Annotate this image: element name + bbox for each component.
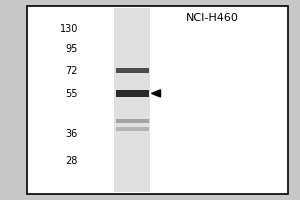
- Bar: [116, 68, 148, 73]
- Text: NCI-H460: NCI-H460: [186, 13, 239, 23]
- Bar: [114, 8, 150, 192]
- Text: 36: 36: [66, 129, 78, 139]
- Text: 130: 130: [60, 24, 78, 34]
- Text: 55: 55: [65, 89, 78, 99]
- Bar: [116, 127, 148, 131]
- Bar: [27, 6, 288, 194]
- Text: 95: 95: [66, 44, 78, 54]
- Polygon shape: [152, 90, 160, 97]
- Text: 72: 72: [65, 66, 78, 76]
- Bar: [116, 90, 148, 97]
- Bar: [116, 119, 148, 123]
- Text: 28: 28: [66, 156, 78, 166]
